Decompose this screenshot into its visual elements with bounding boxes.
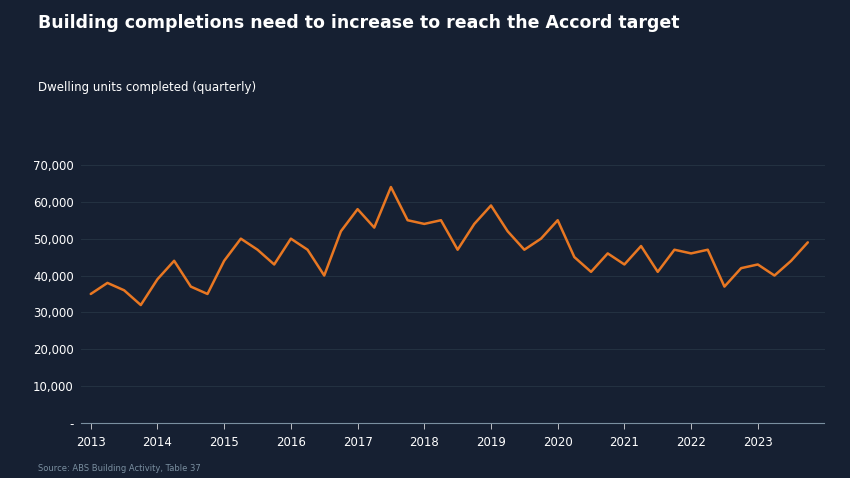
Text: Dwelling units completed (quarterly): Dwelling units completed (quarterly) [38,81,257,94]
Text: Building completions need to increase to reach the Accord target: Building completions need to increase to… [38,14,680,33]
Text: Source: ABS Building Activity, Table 37: Source: ABS Building Activity, Table 37 [38,464,201,473]
